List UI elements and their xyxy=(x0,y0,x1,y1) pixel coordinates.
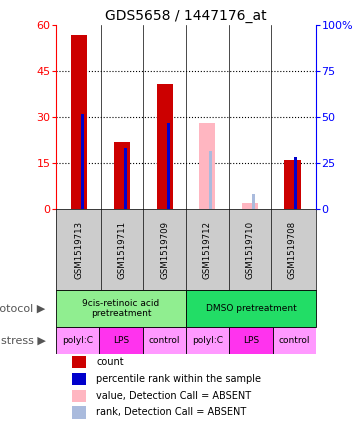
Text: DMSO pretreatment: DMSO pretreatment xyxy=(205,304,296,313)
Bar xyxy=(56,327,99,354)
Bar xyxy=(99,327,143,354)
Text: 9cis-retinoic acid
pretreatment: 9cis-retinoic acid pretreatment xyxy=(82,299,160,318)
Text: protocol ▶: protocol ▶ xyxy=(0,304,45,313)
Text: GSM1519712: GSM1519712 xyxy=(203,220,212,279)
Bar xyxy=(166,124,170,209)
Bar xyxy=(114,142,130,209)
Bar xyxy=(81,114,84,209)
Bar xyxy=(124,148,127,209)
Title: GDS5658 / 1447176_at: GDS5658 / 1447176_at xyxy=(105,9,267,23)
Text: control: control xyxy=(148,336,180,345)
Bar xyxy=(273,327,316,354)
Text: control: control xyxy=(278,336,310,345)
Text: GSM1519709: GSM1519709 xyxy=(160,221,169,279)
Bar xyxy=(71,407,86,418)
Bar xyxy=(71,356,86,368)
Text: polyI:C: polyI:C xyxy=(62,336,93,345)
Bar xyxy=(71,373,86,385)
Text: percentile rank within the sample: percentile rank within the sample xyxy=(96,374,261,384)
Bar xyxy=(186,290,316,327)
Text: GSM1519708: GSM1519708 xyxy=(288,220,297,279)
Text: LPS: LPS xyxy=(113,336,129,345)
Bar xyxy=(242,203,258,209)
Bar xyxy=(284,160,301,209)
Bar xyxy=(252,194,255,209)
Bar xyxy=(294,157,297,209)
Bar xyxy=(71,390,86,402)
Bar xyxy=(56,290,186,327)
Text: GSM1519713: GSM1519713 xyxy=(75,220,84,279)
Text: GSM1519710: GSM1519710 xyxy=(245,220,255,279)
Bar xyxy=(157,83,173,209)
Text: LPS: LPS xyxy=(243,336,259,345)
Text: stress ▶: stress ▶ xyxy=(1,335,45,345)
Text: GSM1519711: GSM1519711 xyxy=(117,220,126,279)
Text: value, Detection Call = ABSENT: value, Detection Call = ABSENT xyxy=(96,391,251,401)
Bar xyxy=(186,327,229,354)
Bar xyxy=(71,35,87,209)
Text: rank, Detection Call = ABSENT: rank, Detection Call = ABSENT xyxy=(96,407,247,418)
Text: count: count xyxy=(96,357,124,367)
Text: polyI:C: polyI:C xyxy=(192,336,223,345)
Bar xyxy=(229,327,273,354)
Bar xyxy=(199,124,215,209)
Bar xyxy=(209,151,212,209)
Bar xyxy=(143,327,186,354)
